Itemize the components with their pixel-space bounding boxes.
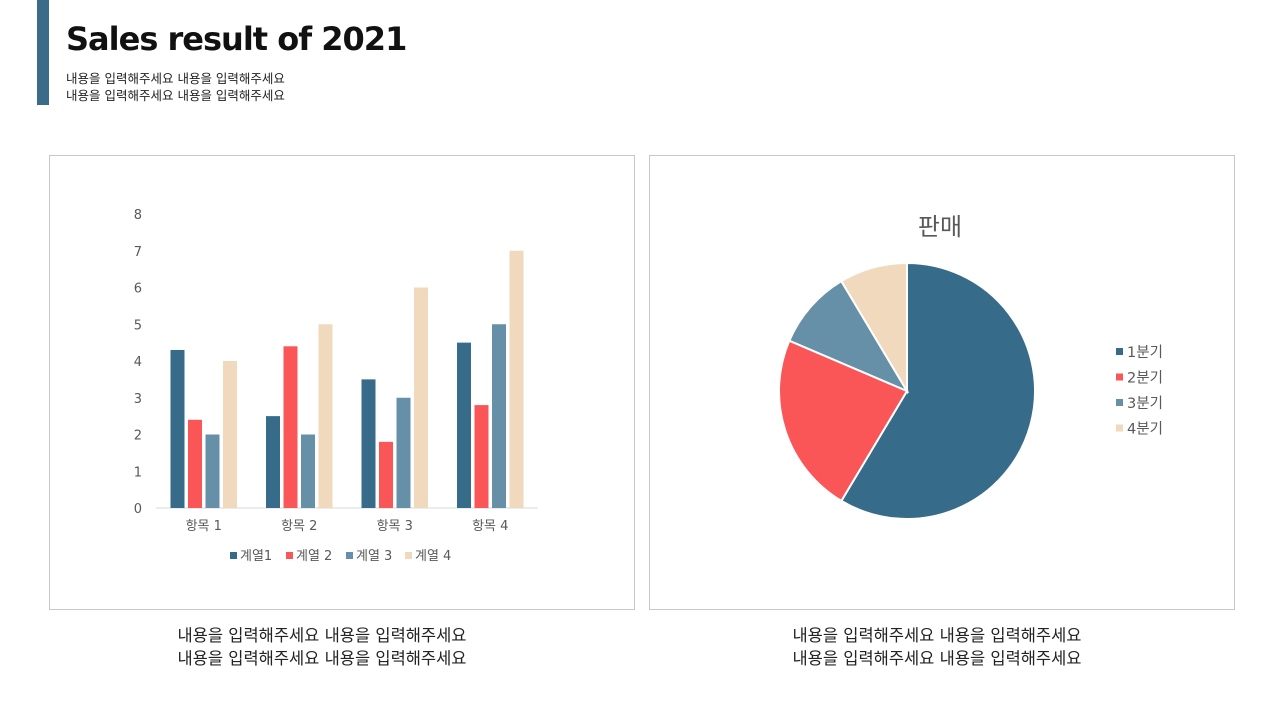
bar-3-2: [301, 434, 315, 508]
bar-2-3: [379, 441, 393, 508]
bar-1-3: [361, 379, 376, 508]
pie-slice-2: [778, 339, 909, 503]
legend-swatch: [1116, 424, 1123, 432]
page-subtitle: 내용을 입력해주세요 내용을 입력해주세요 내용을 입력해주세요 내용을 입력해…: [66, 70, 285, 104]
pie-chart-caption: 내용을 입력해주세요 내용을 입력해주세요 내용을 입력해주세요 내용을 입력해…: [645, 624, 1229, 670]
bar-4-3: [414, 287, 428, 508]
legend-label: 3분기: [1127, 395, 1163, 412]
caption-line-1: 내용을 입력해주세요 내용을 입력해주세요: [177, 626, 467, 645]
legend-swatch: [405, 552, 412, 559]
y-tick-label: 3: [134, 392, 142, 407]
y-tick-label: 7: [134, 245, 142, 260]
page-title: Sales result of 2021: [66, 20, 407, 58]
pie-chart-panel: 판매 1분기 2분기 3분기 4분기: [649, 155, 1235, 610]
bar-2-4: [474, 405, 489, 508]
bar-chart-panel: 0 1 2 3 4 5 6 7 8 항목 1 항목 2 항목 3 항목 4 계열1 계열 2 계열 3 계열 4: [49, 155, 635, 610]
bar-3-4: [492, 324, 506, 508]
x-tick-label: 항목 1: [186, 519, 222, 534]
legend-label: 계열 2: [296, 549, 332, 564]
pie-chart: 판매 1분기 2분기 3분기 4분기: [778, 213, 1163, 520]
accent-bar: [37, 0, 49, 105]
bar-2-1: [188, 419, 202, 508]
y-tick-label: 2: [134, 429, 142, 444]
legend-label: 계열 3: [356, 549, 392, 564]
y-tick-label: 4: [134, 355, 142, 370]
legend-label: 4분기: [1127, 421, 1163, 438]
subtitle-line-2: 내용을 입력해주세요 내용을 입력해주세요: [66, 88, 285, 103]
bar-4-1: [223, 361, 237, 508]
bar-1-4: [457, 342, 471, 508]
pie-title: 판매: [918, 213, 962, 241]
y-tick-label: 1: [134, 465, 142, 480]
legend-swatch: [230, 552, 237, 559]
caption-line-2: 내용을 입력해주세요 내용을 입력해주세요: [792, 649, 1082, 668]
x-tick-label: 항목 4: [472, 519, 508, 534]
bar-chart-legend: 계열1 계열 2 계열 3 계열 4: [230, 549, 451, 564]
bar-1-2: [266, 416, 280, 508]
legend-swatch: [346, 552, 353, 559]
bar-4-4: [509, 250, 524, 508]
subtitle-line-1: 내용을 입력해주세요 내용을 입력해주세요: [66, 71, 285, 86]
caption-line-1: 내용을 입력해주세요 내용을 입력해주세요: [792, 626, 1082, 645]
bar-1-1: [170, 349, 185, 508]
y-tick-label: 6: [134, 282, 142, 297]
x-tick-label: 항목 3: [377, 519, 413, 534]
bar-chart: 0 1 2 3 4 5 6 7 8 항목 1 항목 2 항목 3 항목 4 계열1 계열 2 계열 3 계열 4: [134, 208, 538, 564]
x-tick-label: 항목 2: [281, 519, 317, 534]
legend-swatch: [1116, 373, 1123, 381]
legend-label: 1분기: [1127, 344, 1163, 361]
bar-4-2: [318, 324, 333, 508]
legend-swatch: [286, 552, 293, 559]
pie-chart-legend: 1분기 2분기 3분기 4분기: [1116, 344, 1163, 438]
legend-swatch: [1116, 399, 1123, 406]
legend-label: 계열 4: [415, 549, 451, 564]
y-tick-label: 0: [134, 502, 142, 517]
bar-chart-caption: 내용을 입력해주세요 내용을 입력해주세요 내용을 입력해주세요 내용을 입력해…: [30, 624, 614, 670]
pie-slice-3: [787, 279, 910, 394]
bar-2-2: [283, 346, 298, 508]
legend-label: 계열1: [240, 549, 272, 564]
y-tick-label: 5: [134, 318, 142, 333]
y-tick-label: 8: [134, 208, 142, 223]
bar-3-1: [205, 434, 220, 508]
pie-slice-4: [839, 261, 908, 395]
legend-swatch: [1116, 348, 1123, 355]
pie-slice-1: [839, 261, 1036, 520]
legend-label: 2분기: [1127, 370, 1163, 387]
caption-line-2: 내용을 입력해주세요 내용을 입력해주세요: [177, 649, 467, 668]
bar-3-3: [396, 397, 411, 508]
